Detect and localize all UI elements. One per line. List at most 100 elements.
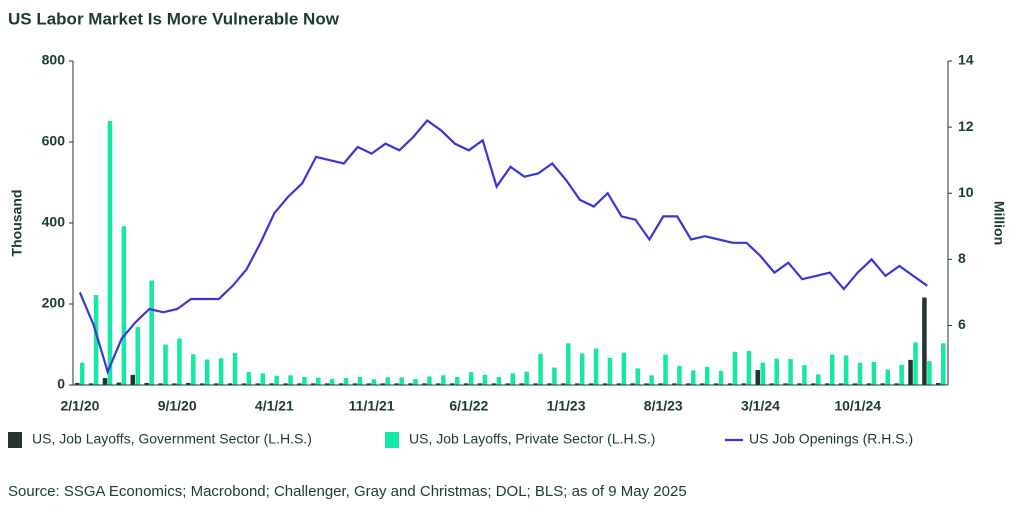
bar <box>505 383 510 385</box>
bar <box>121 226 127 385</box>
bar <box>357 376 363 385</box>
bar <box>686 383 691 385</box>
bar <box>302 376 307 385</box>
bar <box>380 383 385 385</box>
legend-swatch <box>385 432 399 448</box>
bar <box>241 383 247 385</box>
bar <box>477 383 483 385</box>
bar <box>186 382 191 385</box>
bar <box>283 383 288 385</box>
y-axis-label: Thousand <box>9 190 25 257</box>
bar <box>394 383 399 385</box>
bar <box>922 297 927 385</box>
bar <box>366 383 372 385</box>
bar <box>547 383 552 385</box>
bar <box>899 364 904 385</box>
chart-title: US Labor Market Is More Vulnerable Now <box>8 9 340 28</box>
line-series <box>78 119 928 376</box>
bar <box>297 383 302 385</box>
bar <box>579 353 585 385</box>
bar <box>769 383 774 385</box>
bar <box>213 383 219 385</box>
bar <box>454 376 460 385</box>
bar <box>316 377 321 385</box>
y-tick-label: 200 <box>42 295 66 311</box>
bar <box>838 383 844 385</box>
bar <box>144 382 149 385</box>
bar <box>204 359 210 385</box>
bar <box>324 383 330 385</box>
x-tick-label: 2/1/20 <box>60 398 99 414</box>
bar <box>829 354 835 385</box>
bar <box>116 382 122 385</box>
bar <box>482 374 488 385</box>
bar <box>718 370 724 385</box>
bar <box>713 383 719 385</box>
bar <box>552 367 557 385</box>
bar <box>741 383 747 385</box>
bar <box>677 365 682 385</box>
bar <box>496 376 502 385</box>
legend-label: US, Job Layoffs, Private Sector (L.H.S.) <box>409 431 655 447</box>
bar <box>533 383 538 385</box>
bar <box>783 383 788 385</box>
bar <box>519 383 524 385</box>
bar <box>149 280 154 385</box>
y2-tick-label: 6 <box>958 316 966 332</box>
bar <box>491 383 497 385</box>
bar <box>941 343 946 385</box>
bar <box>811 383 816 385</box>
y-tick-label: 800 <box>42 52 66 68</box>
bar <box>774 358 779 385</box>
legend-swatch <box>8 432 22 448</box>
bar <box>343 378 349 385</box>
bar <box>329 378 335 385</box>
y-tick-label: 400 <box>42 214 66 230</box>
bar <box>93 295 99 385</box>
bar <box>699 383 705 385</box>
bar <box>255 383 260 385</box>
bar <box>908 359 913 385</box>
bar <box>630 383 635 385</box>
bar <box>371 379 377 385</box>
bar <box>857 362 863 385</box>
bar <box>704 366 710 385</box>
bar <box>866 383 872 385</box>
y-tick-label: 600 <box>42 133 66 149</box>
bar <box>74 382 80 385</box>
bar <box>436 383 441 385</box>
bar <box>399 377 404 385</box>
bar <box>802 365 807 385</box>
bar <box>843 355 849 385</box>
bar <box>427 376 432 385</box>
bar <box>691 370 696 385</box>
bar <box>755 370 760 385</box>
bar <box>788 359 793 385</box>
bar <box>797 383 802 385</box>
y2-tick-label: 10 <box>958 184 974 200</box>
bar <box>449 383 455 385</box>
bar <box>913 342 918 385</box>
bar <box>824 383 830 385</box>
x-tick-label: 1/1/23 <box>547 398 586 414</box>
bar <box>177 338 182 385</box>
bar <box>218 358 224 385</box>
y2-tick-label: 14 <box>958 52 974 68</box>
bar <box>338 383 344 385</box>
bar <box>602 383 608 385</box>
bar <box>672 383 677 385</box>
bar <box>593 348 599 385</box>
bar <box>871 361 877 385</box>
bar <box>727 383 733 385</box>
bar <box>760 362 765 385</box>
bar <box>894 383 899 385</box>
bar <box>172 383 177 385</box>
x-tick-label: 3/1/24 <box>741 398 780 414</box>
bar <box>510 373 515 385</box>
bar <box>163 344 168 385</box>
bar <box>102 378 108 385</box>
bar <box>199 383 205 385</box>
bar <box>107 120 113 385</box>
x-tick-label: 4/1/21 <box>255 398 294 414</box>
